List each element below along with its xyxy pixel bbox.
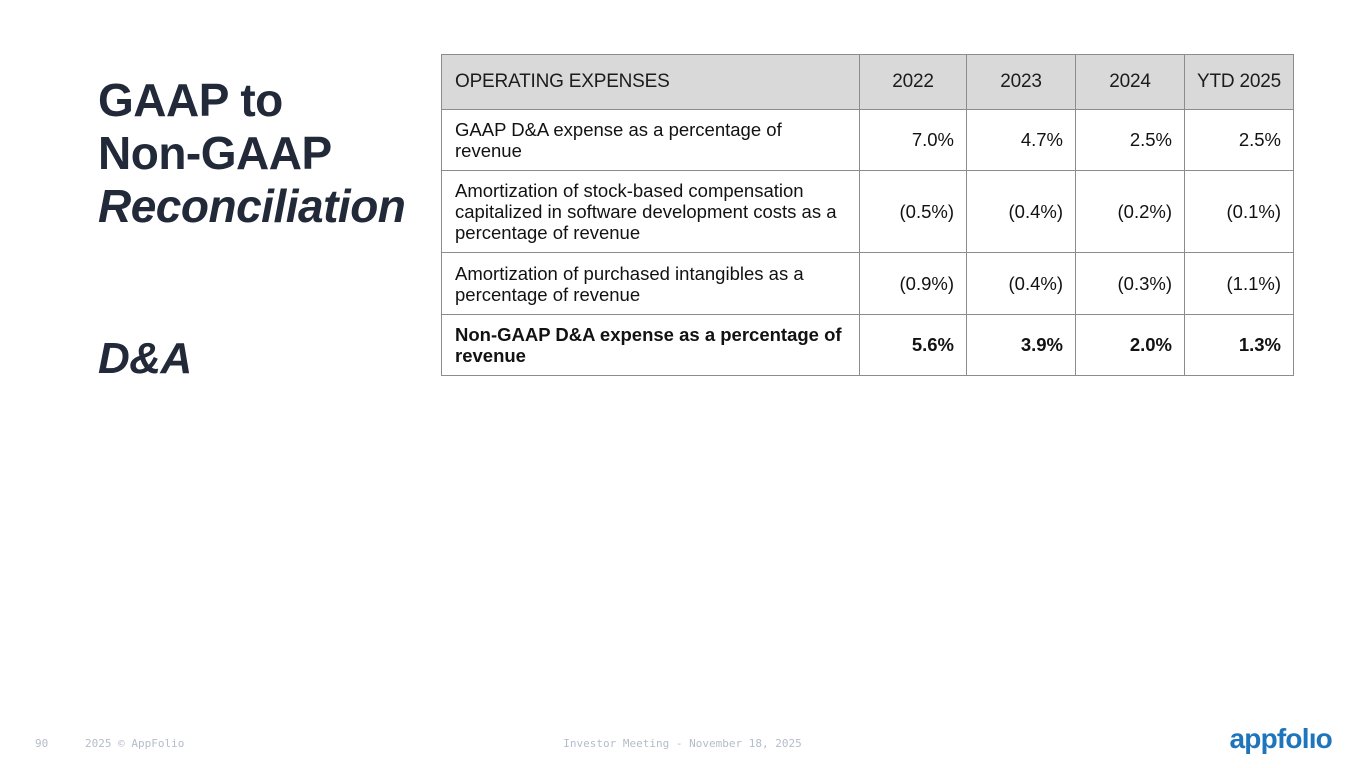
row-label: Amortization of purchased intangibles as… [441, 252, 860, 315]
cell-value: 5.6% [859, 314, 967, 376]
cell-value: 3.9% [966, 314, 1076, 376]
column-header-ytd-2025: YTD 2025 [1184, 54, 1294, 110]
footer-event-title: Investor Meeting - November 18, 2025 [563, 737, 802, 750]
cell-value: (0.9%) [859, 252, 967, 315]
cell-value: 7.0% [859, 109, 967, 171]
table-row: Amortization of stock-based compensation… [441, 170, 1294, 253]
title-line-2: Non-GAAP [98, 127, 332, 179]
cell-value: 1.3% [1184, 314, 1294, 376]
copyright-text: 2025 © AppFolio [85, 737, 185, 750]
appfolio-logo: appfolıo [1229, 723, 1333, 754]
table-header-row: OPERATING EXPENSES 2022 2023 2024 YTD 20… [441, 54, 1294, 110]
column-header-2022: 2022 [859, 54, 967, 110]
cell-value: (0.3%) [1075, 252, 1185, 315]
row-label: Amortization of stock-based compensation… [441, 170, 860, 253]
table-row: Amortization of purchased intangibles as… [441, 252, 1294, 315]
table-row: GAAP D&A expense as a percentage of reve… [441, 109, 1294, 171]
row-label: Non-GAAP D&A expense as a percentage of … [441, 314, 860, 376]
cell-value: 4.7% [966, 109, 1076, 171]
cell-value: (0.2%) [1075, 170, 1185, 253]
reconciliation-table: OPERATING EXPENSES 2022 2023 2024 YTD 20… [441, 54, 1294, 376]
cell-value: (0.1%) [1184, 170, 1294, 253]
cell-value: 2.0% [1075, 314, 1185, 376]
cell-value: (0.4%) [966, 252, 1076, 315]
title-line-3: Reconciliation [98, 180, 406, 232]
column-header-2024: 2024 [1075, 54, 1185, 110]
cell-value: 2.5% [1184, 109, 1294, 171]
cell-value: (0.4%) [966, 170, 1076, 253]
column-header-operating-expenses: OPERATING EXPENSES [441, 54, 860, 110]
column-header-2023: 2023 [966, 54, 1076, 110]
page-title: GAAP to Non-GAAP Reconciliation [98, 74, 406, 233]
table-row-total: Non-GAAP D&A expense as a percentage of … [441, 314, 1294, 376]
cell-value: (1.1%) [1184, 252, 1294, 315]
page-number: 90 [35, 737, 49, 750]
slide-subtitle: D&A [98, 334, 192, 383]
cell-value: (0.5%) [859, 170, 967, 253]
title-line-1: GAAP to [98, 74, 283, 126]
row-label: GAAP D&A expense as a percentage of reve… [441, 109, 860, 171]
cell-value: 2.5% [1075, 109, 1185, 171]
